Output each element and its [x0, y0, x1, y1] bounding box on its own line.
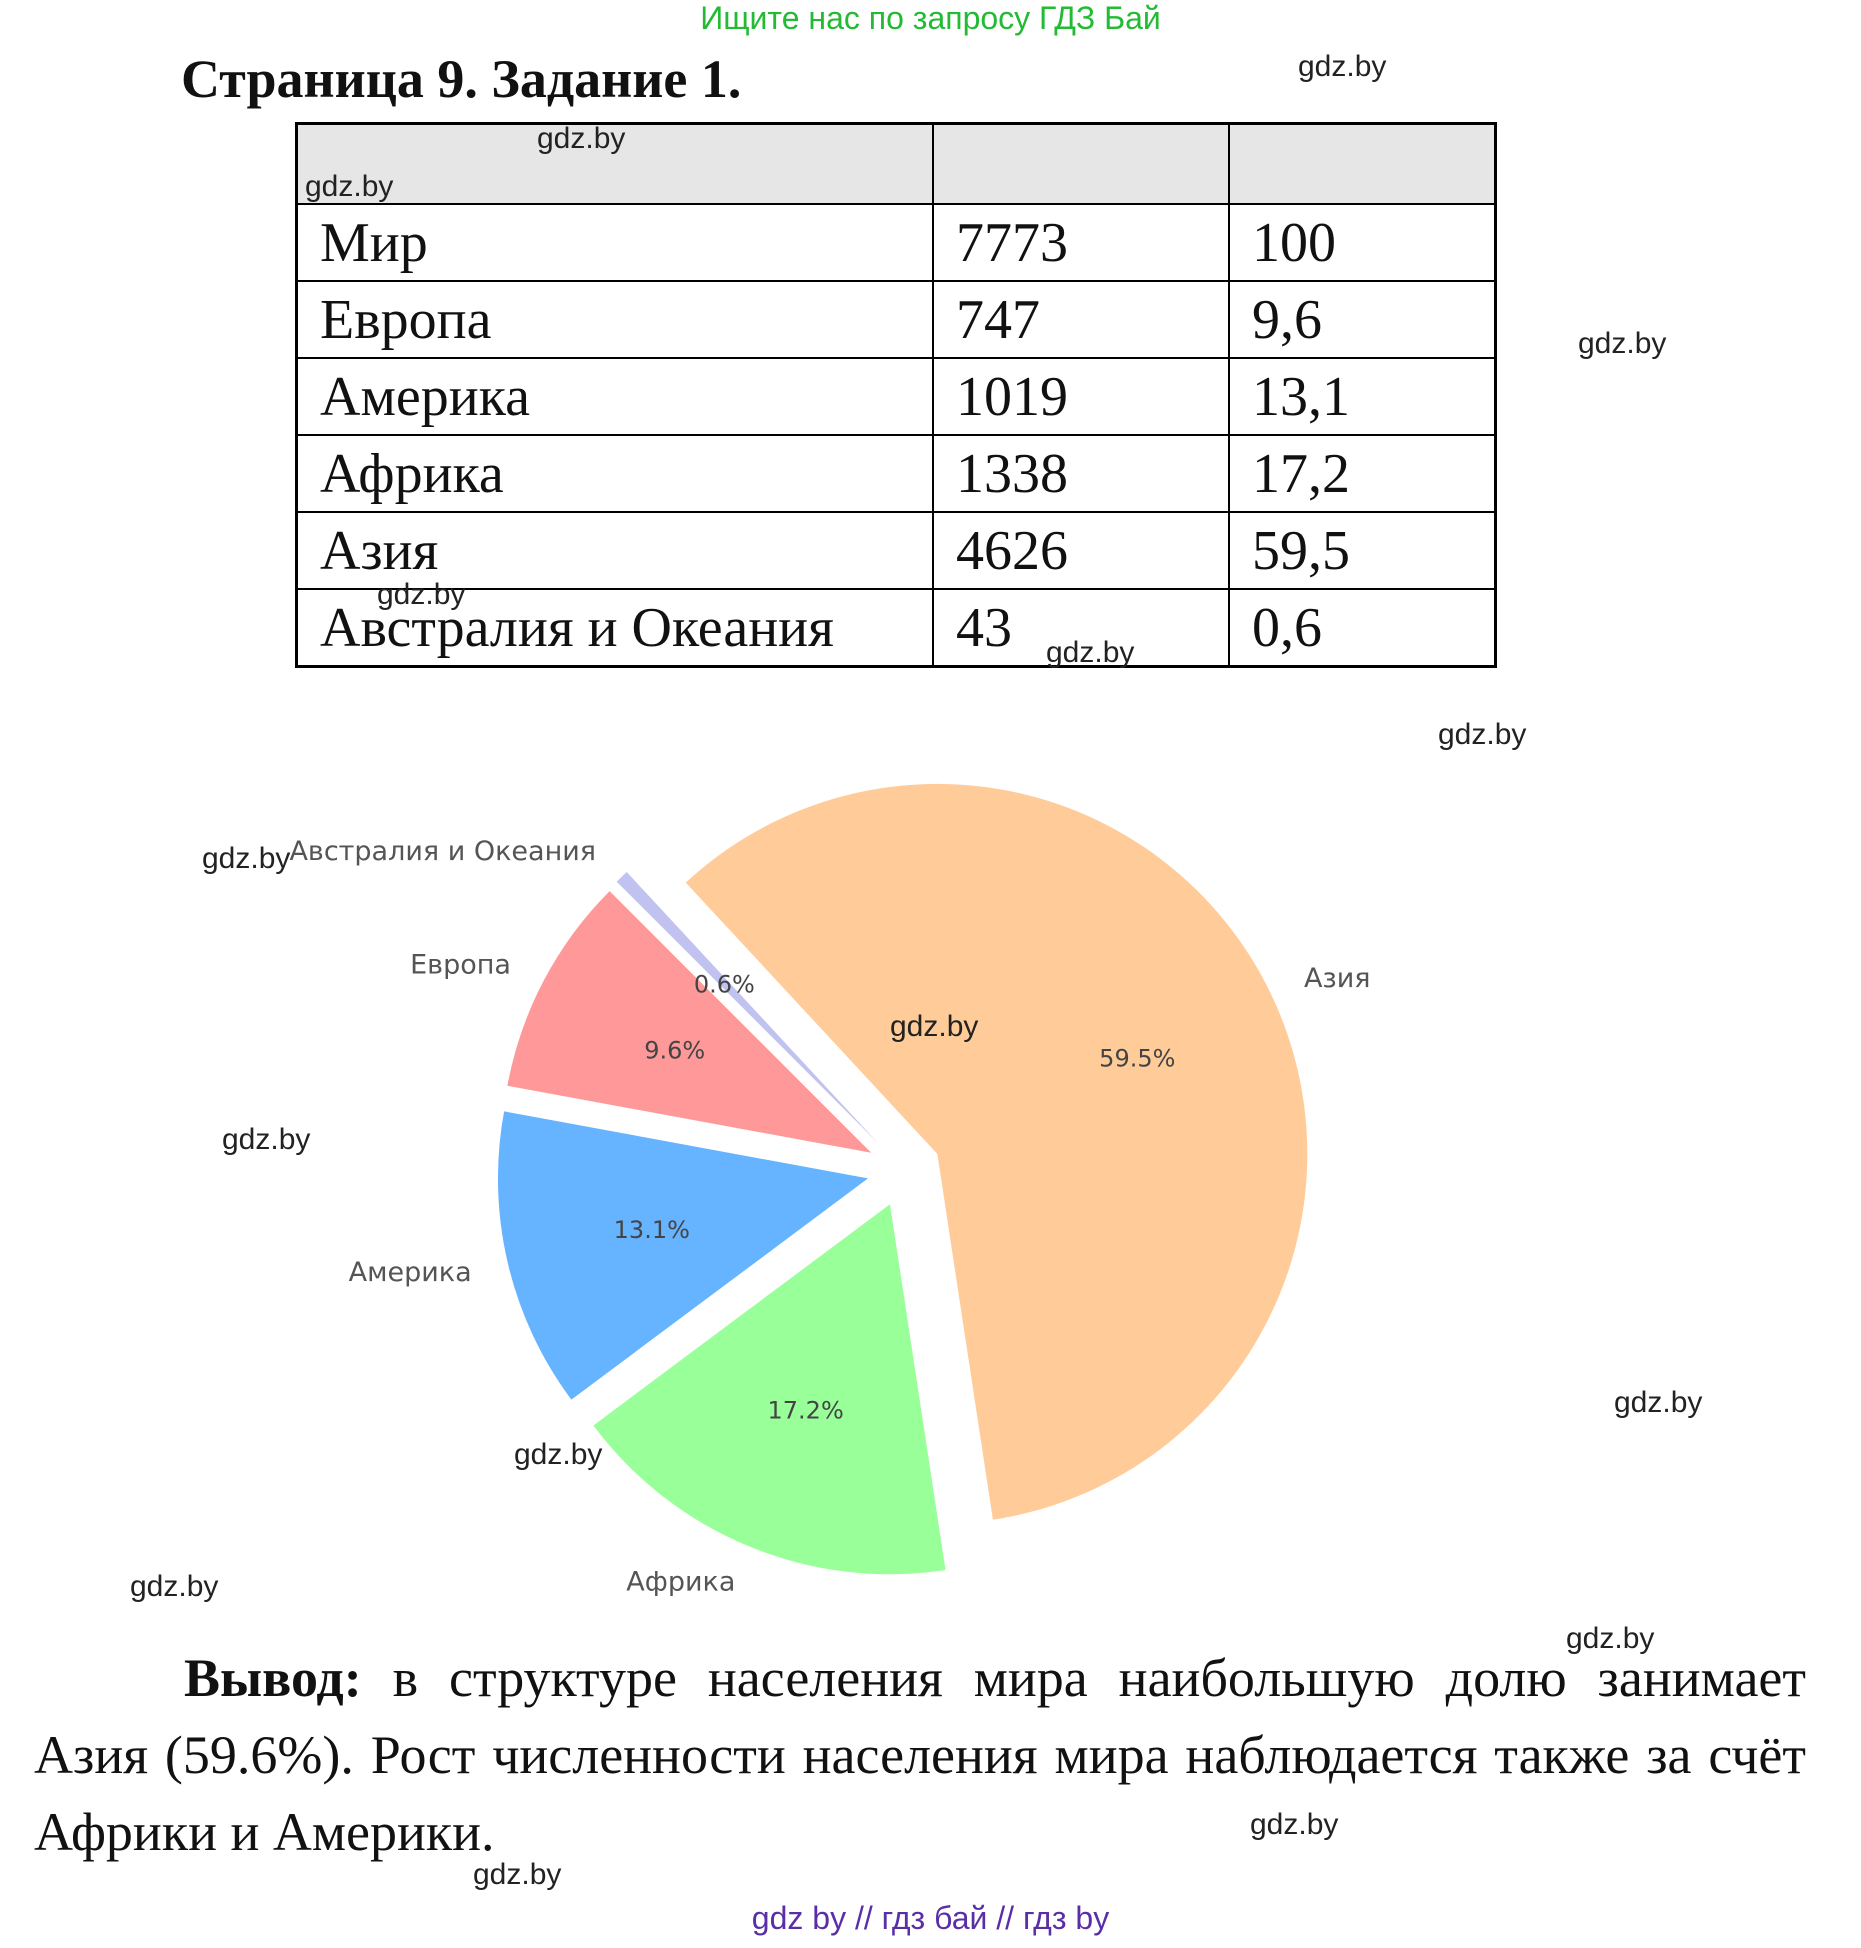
watermark: gdz.by — [473, 1858, 562, 1891]
table-header-cell — [932, 122, 1230, 205]
pie-slice-4 — [616, 872, 879, 1144]
watermark: gdz.by — [1250, 1808, 1339, 1841]
page-title: Страница 9. Задание 1. — [181, 49, 742, 109]
watermark: gdz.by — [222, 1123, 311, 1156]
watermark: gdz.by — [305, 170, 394, 203]
table-cell-population: 1019 — [932, 357, 1230, 436]
table-row: Мир 7773 100 — [295, 203, 1497, 282]
watermark: gdz.by — [1614, 1386, 1703, 1419]
watermark: gdz.by — [377, 578, 466, 611]
conclusion-text: в структуре населения мира наибольшую до… — [34, 1648, 1806, 1862]
conclusion-lead: Вывод: — [184, 1648, 362, 1708]
table-cell-percent: 0,6 — [1228, 588, 1497, 668]
pie-slice-0 — [507, 891, 872, 1153]
pie-label-0: Европа — [410, 949, 511, 980]
table-row: Африка 1338 17,2 — [295, 434, 1497, 513]
table-cell-population: 7773 — [932, 203, 1230, 282]
table-cell-percent: 100 — [1228, 203, 1497, 282]
table-cell-population: 747 — [932, 280, 1230, 359]
search-banner: Ищите нас по запросу ГДЗ Бай — [700, 0, 1161, 36]
table-row: Австралия и Океания 43 0,6 — [295, 588, 1497, 668]
table-cell-population: 1338 — [932, 434, 1230, 513]
footer-links: gdz by // гдз бай // гдз by — [751, 1900, 1110, 1936]
watermark: gdz.by — [537, 122, 626, 155]
pie-slice-3 — [685, 783, 1308, 1520]
table-cell-population: 43 — [932, 588, 1230, 668]
population-table: Мир 7773 100 Европа 747 9,6 Америка 1019… — [295, 122, 1497, 668]
table-cell-percent: 59,5 — [1228, 511, 1497, 590]
table-cell-percent: 17,2 — [1228, 434, 1497, 513]
watermark: gdz.by — [1578, 327, 1667, 360]
watermark: gdz.by — [890, 1010, 979, 1043]
pie-pct-label-2: 17.2% — [768, 1397, 844, 1425]
table-cell-region: Мир — [295, 203, 934, 282]
pie-label-4: Австралия и Океания — [289, 836, 596, 867]
table-header-cell — [1228, 122, 1497, 205]
pie-slice-2 — [593, 1204, 946, 1575]
table-cell-region: Азия — [295, 511, 934, 590]
table-cell-population: 4626 — [932, 511, 1230, 590]
watermark: gdz.by — [1298, 50, 1387, 83]
pie-label-2: Африка — [626, 1567, 735, 1598]
table-cell-region: Америка — [295, 357, 934, 436]
conclusion-paragraph: Вывод: в структуре населения мира наибол… — [34, 1640, 1806, 1871]
table-row: Европа 747 9,6 — [295, 280, 1497, 359]
table-row: Азия 4626 59,5 — [295, 511, 1497, 590]
pie-slice-1 — [497, 1111, 868, 1400]
watermark: gdz.by — [1046, 636, 1135, 669]
table-cell-region: Австралия и Океания — [295, 588, 934, 668]
table-header-row — [295, 122, 1497, 205]
pie-pct-label-4: 0.6% — [694, 970, 755, 998]
table-header-cell — [295, 122, 934, 205]
pie-label-3: Азия — [1304, 963, 1371, 994]
table-cell-percent: 13,1 — [1228, 357, 1497, 436]
table-row: Америка 1019 13,1 — [295, 357, 1497, 436]
watermark: gdz.by — [1566, 1622, 1655, 1655]
watermark: gdz.by — [130, 1570, 219, 1603]
table-cell-percent: 9,6 — [1228, 280, 1497, 359]
table-cell-region: Европа — [295, 280, 934, 359]
pie-pct-label-3: 59.5% — [1099, 1045, 1175, 1073]
population-pie-chart: Европа 9.6% Америка 13.1% Африка 17.2% Азия 59.… — [289, 783, 1371, 1598]
watermark: gdz.by — [514, 1438, 603, 1471]
pie-pct-label-0: 9.6% — [644, 1037, 705, 1065]
pie-pct-label-1: 13.1% — [614, 1216, 690, 1244]
pie-label-1: Америка — [349, 1257, 472, 1288]
watermark: gdz.by — [1438, 718, 1527, 751]
table-cell-region: Африка — [295, 434, 934, 513]
watermark: gdz.by — [202, 842, 291, 875]
